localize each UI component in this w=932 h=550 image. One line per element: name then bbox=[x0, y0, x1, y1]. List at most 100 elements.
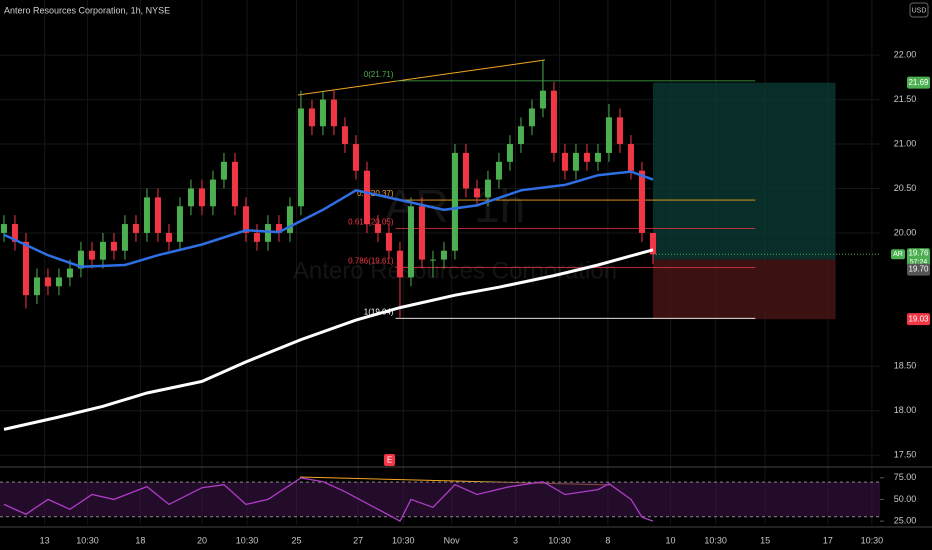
rsi-tick-label: 75.00 bbox=[894, 472, 917, 482]
rsi-tick-label: 50.00 bbox=[894, 494, 917, 504]
target-zone bbox=[652, 82, 836, 260]
currency-box bbox=[909, 2, 929, 18]
y-tick-label: 22.00 bbox=[894, 49, 917, 59]
symbol-tag: AR bbox=[893, 251, 903, 258]
candle-body bbox=[220, 161, 227, 180]
candle-body bbox=[88, 250, 95, 260]
x-tick-label: 10:30 bbox=[392, 535, 415, 545]
stop-tag-bg bbox=[907, 313, 930, 326]
candle-body bbox=[165, 232, 172, 242]
candle-body bbox=[198, 188, 205, 207]
candle-body bbox=[44, 277, 51, 287]
rsi-tick-label: 25.00 bbox=[894, 515, 917, 525]
candle-body bbox=[583, 152, 590, 162]
x-tick-label: 3 bbox=[513, 535, 518, 545]
x-tick-label: 27 bbox=[353, 535, 363, 545]
candle-body bbox=[286, 206, 293, 233]
symbol-tag-bg bbox=[891, 249, 905, 260]
candle-body bbox=[484, 179, 491, 198]
candle-body bbox=[418, 206, 425, 260]
candle-body bbox=[385, 232, 392, 251]
x-tick-label: 13 bbox=[40, 535, 50, 545]
candle-body bbox=[627, 144, 634, 171]
candle-body bbox=[605, 117, 612, 153]
candle-body bbox=[132, 224, 139, 233]
candle-body bbox=[616, 117, 623, 145]
chart-title: Antero Resources Corporation, 1h, NYSE bbox=[4, 5, 170, 15]
x-tick-label: 20 bbox=[197, 535, 207, 545]
candle-body bbox=[187, 188, 194, 207]
x-tick-label: 10:30 bbox=[861, 535, 884, 545]
rsi-line bbox=[3, 477, 654, 522]
candle-body bbox=[495, 161, 502, 180]
candle-body bbox=[561, 152, 568, 171]
fib-label: 0.618(20.05) bbox=[348, 218, 394, 227]
moving-average bbox=[3, 248, 654, 431]
x-tick-label: 15 bbox=[760, 535, 770, 545]
candle-body bbox=[176, 206, 183, 242]
y-tick-label: 21.00 bbox=[894, 138, 917, 148]
candle-body bbox=[407, 206, 414, 278]
candle-body bbox=[330, 99, 337, 127]
x-tick-label: 10:30 bbox=[704, 535, 727, 545]
candle-body bbox=[462, 152, 469, 189]
candle-body bbox=[396, 250, 403, 278]
earnings-icon bbox=[384, 454, 395, 466]
candle-body bbox=[275, 224, 282, 233]
candle-body bbox=[528, 108, 535, 127]
candle-body bbox=[572, 152, 579, 171]
candle-body bbox=[33, 277, 40, 296]
countdown: 57:24 bbox=[910, 259, 928, 266]
candle-body bbox=[22, 241, 29, 296]
target-tag: 21.69 bbox=[908, 78, 929, 87]
watermark-name: Antero Resources Corporation bbox=[293, 257, 617, 284]
candle-body bbox=[308, 108, 315, 127]
candle-body bbox=[66, 268, 73, 278]
fib-label: 0.786(19.61) bbox=[348, 257, 394, 266]
candle-body bbox=[77, 250, 84, 269]
candle-body bbox=[110, 241, 117, 251]
candle-body bbox=[539, 90, 546, 109]
candle-body bbox=[0, 224, 7, 233]
candle-body bbox=[242, 206, 249, 233]
candle-body bbox=[154, 197, 161, 233]
candle-body bbox=[352, 144, 359, 171]
candle-body bbox=[264, 224, 271, 242]
x-tick-label: 25 bbox=[292, 535, 302, 545]
candle-body bbox=[649, 232, 656, 255]
x-tick-label: 10:30 bbox=[76, 535, 99, 545]
stop-zone bbox=[652, 259, 836, 320]
y-tick-label: 21.50 bbox=[894, 94, 917, 104]
candle-body bbox=[319, 99, 326, 127]
y-tick-label: 20.50 bbox=[894, 183, 917, 193]
candle-body bbox=[209, 179, 216, 207]
candle-body bbox=[297, 108, 304, 207]
x-tick-label: 18 bbox=[135, 535, 145, 545]
fib-label: 0(21.71) bbox=[364, 70, 394, 79]
candle-body bbox=[55, 277, 62, 287]
x-tick-label: 10:30 bbox=[548, 535, 571, 545]
stop-tag: 19.03 bbox=[908, 314, 929, 323]
candle-body bbox=[374, 224, 381, 233]
candle-body bbox=[594, 152, 601, 162]
x-tick-label: Nov bbox=[444, 535, 461, 545]
entry-tag-bg bbox=[907, 263, 930, 276]
y-tick-label: 18.00 bbox=[894, 405, 917, 415]
candle-body bbox=[440, 250, 447, 260]
y-tick-label: 18.50 bbox=[894, 361, 917, 371]
entry-tag: 19.70 bbox=[908, 265, 929, 274]
candle-body bbox=[506, 144, 513, 162]
candle-body bbox=[11, 224, 18, 242]
candle-body bbox=[363, 170, 370, 225]
candle-body bbox=[231, 161, 238, 207]
candle-body bbox=[517, 126, 524, 145]
candle-body bbox=[121, 224, 128, 251]
y-tick-label: 17.50 bbox=[894, 450, 917, 460]
x-tick-label: 8 bbox=[605, 535, 610, 545]
candle-body bbox=[638, 170, 645, 233]
candle-body bbox=[253, 232, 260, 242]
x-tick-label: 10 bbox=[666, 535, 676, 545]
x-tick-label: 10:30 bbox=[236, 535, 259, 545]
